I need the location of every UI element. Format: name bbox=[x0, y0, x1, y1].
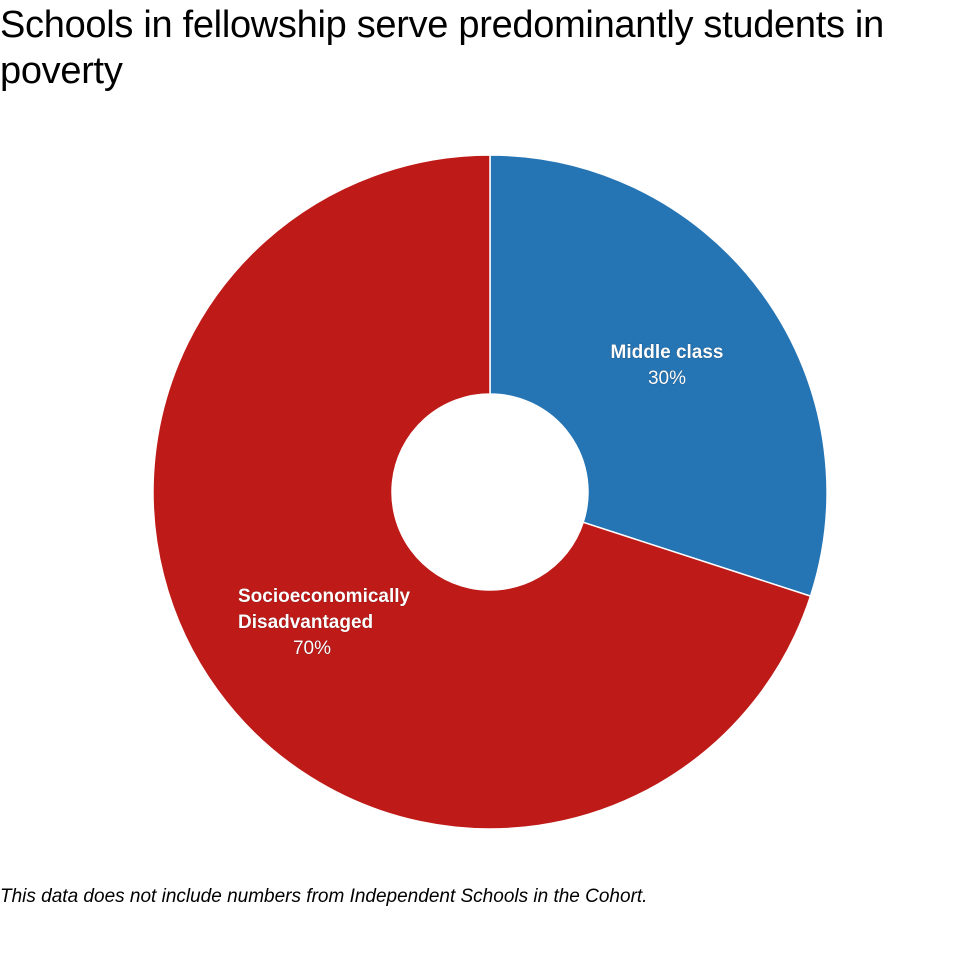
slice-label-0-line-0: Middle class bbox=[611, 342, 724, 363]
chart-footnote: This data does not include numbers from … bbox=[0, 886, 648, 907]
donut-slice-1 bbox=[152, 154, 812, 830]
slice-value-label-0: 30% bbox=[648, 368, 686, 389]
slice-label-1-line-1: Disadvantaged bbox=[238, 612, 373, 633]
donut-slice-0 bbox=[489, 154, 828, 598]
chart-title: Schools in fellowship serve predominantl… bbox=[0, 4, 884, 92]
slice-label-1-line-0: Socioeconomically bbox=[238, 586, 411, 607]
slice-value-label-1: 70% bbox=[293, 638, 331, 659]
